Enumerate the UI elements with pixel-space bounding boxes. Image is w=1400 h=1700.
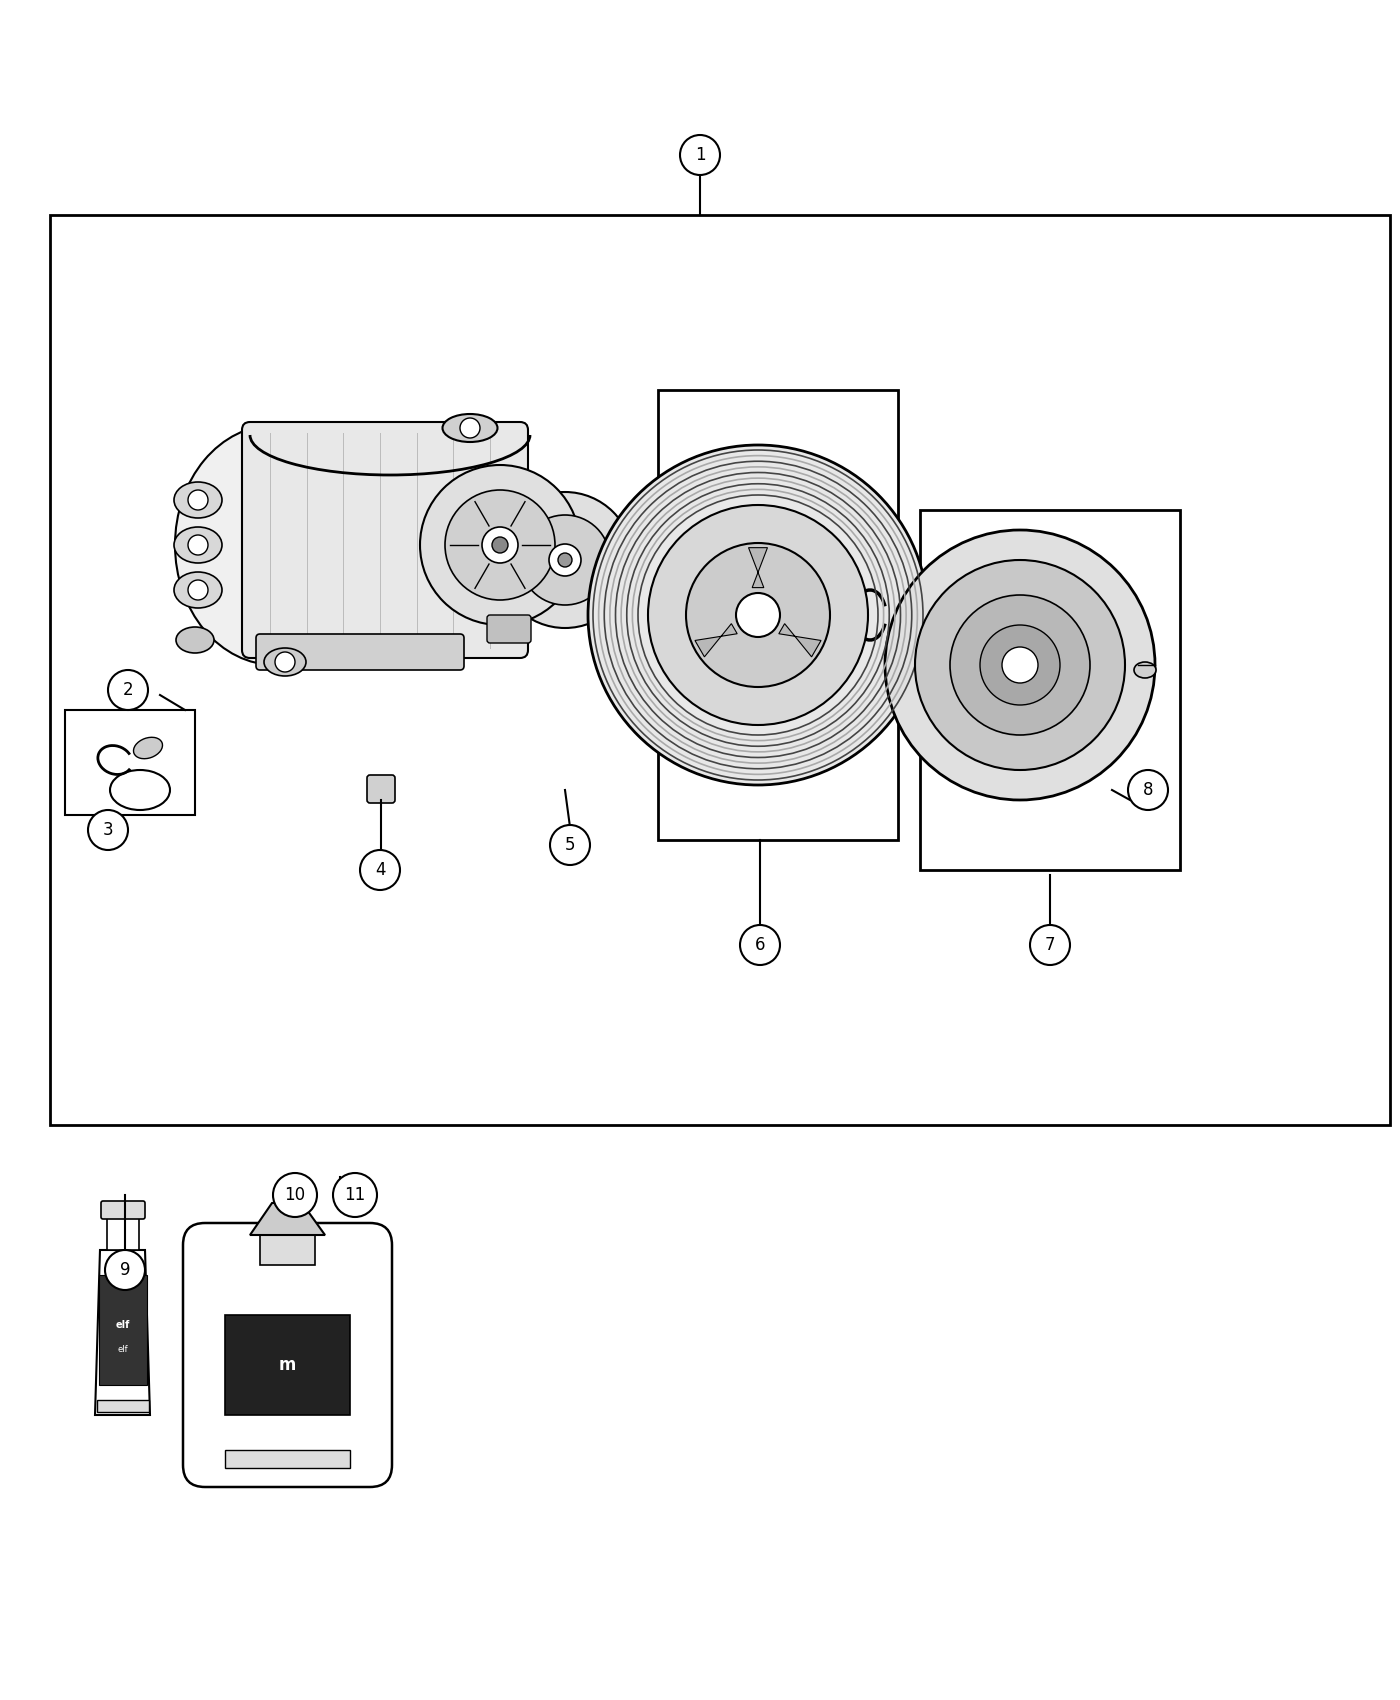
Ellipse shape (442, 415, 497, 442)
Ellipse shape (265, 648, 307, 677)
Polygon shape (694, 624, 738, 656)
Circle shape (188, 580, 209, 600)
Circle shape (519, 515, 610, 605)
Circle shape (461, 418, 480, 439)
Text: 9: 9 (120, 1261, 130, 1278)
Text: 5: 5 (564, 836, 575, 853)
Bar (225, 1450, 350, 1469)
Ellipse shape (176, 627, 214, 653)
Ellipse shape (1134, 661, 1156, 678)
Circle shape (497, 491, 633, 627)
Polygon shape (251, 1204, 325, 1234)
Circle shape (1030, 925, 1070, 966)
Circle shape (420, 466, 580, 626)
Circle shape (980, 626, 1060, 706)
Circle shape (1002, 648, 1037, 683)
Circle shape (741, 925, 780, 966)
Circle shape (108, 670, 148, 711)
Circle shape (105, 1250, 146, 1290)
Bar (97, 1401, 148, 1413)
Circle shape (559, 552, 573, 568)
Circle shape (491, 537, 508, 553)
Bar (225, 1316, 350, 1414)
Polygon shape (749, 547, 767, 588)
Circle shape (549, 544, 581, 576)
Circle shape (274, 653, 295, 672)
FancyBboxPatch shape (487, 615, 531, 643)
Bar (50, 214, 1390, 1125)
Circle shape (333, 1173, 377, 1217)
Ellipse shape (175, 425, 375, 665)
Polygon shape (95, 1250, 150, 1414)
Circle shape (648, 505, 868, 724)
Text: 7: 7 (1044, 937, 1056, 954)
Circle shape (445, 490, 554, 600)
Circle shape (680, 134, 720, 175)
Circle shape (273, 1173, 316, 1217)
Text: elf: elf (118, 1345, 129, 1355)
Ellipse shape (174, 571, 223, 609)
Circle shape (686, 542, 830, 687)
Circle shape (360, 850, 400, 891)
Circle shape (885, 530, 1155, 801)
FancyBboxPatch shape (242, 422, 528, 658)
FancyBboxPatch shape (367, 775, 395, 802)
Text: 6: 6 (755, 937, 766, 954)
Text: 11: 11 (344, 1187, 365, 1204)
Text: 4: 4 (375, 860, 385, 879)
FancyBboxPatch shape (101, 1200, 146, 1219)
Circle shape (1128, 770, 1168, 809)
Bar (658, 389, 897, 840)
Polygon shape (778, 624, 820, 656)
FancyBboxPatch shape (183, 1222, 392, 1488)
Circle shape (916, 559, 1126, 770)
Bar (99, 1275, 147, 1386)
Circle shape (188, 490, 209, 510)
Text: 1: 1 (694, 146, 706, 163)
Ellipse shape (174, 483, 223, 518)
Circle shape (482, 527, 518, 563)
Text: m: m (279, 1357, 295, 1374)
Circle shape (951, 595, 1091, 734)
FancyBboxPatch shape (256, 634, 463, 670)
Circle shape (88, 809, 127, 850)
Circle shape (736, 593, 780, 638)
Circle shape (550, 824, 589, 865)
Circle shape (188, 536, 209, 554)
Bar (920, 510, 1180, 870)
Text: elf: elf (116, 1319, 130, 1329)
Bar (106, 1216, 139, 1250)
Bar (260, 1234, 315, 1265)
Bar (64, 711, 195, 814)
Text: 10: 10 (284, 1187, 305, 1204)
Ellipse shape (174, 527, 223, 563)
Text: 3: 3 (102, 821, 113, 840)
Ellipse shape (133, 738, 162, 758)
Circle shape (588, 445, 928, 785)
Text: 8: 8 (1142, 780, 1154, 799)
Text: 2: 2 (123, 682, 133, 699)
